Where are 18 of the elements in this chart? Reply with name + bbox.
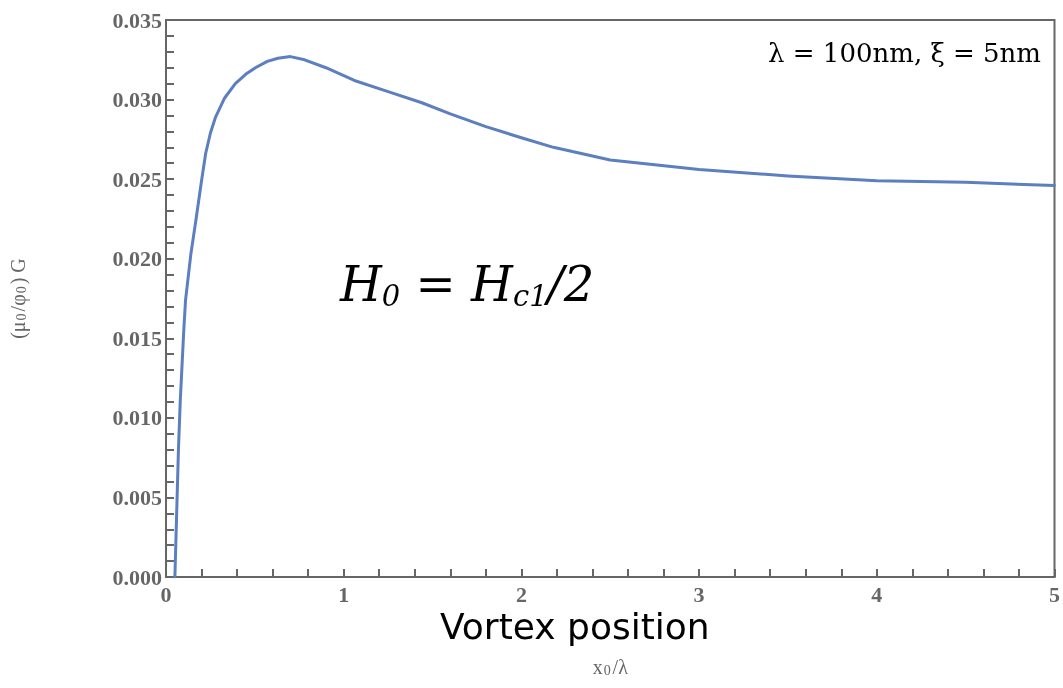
y-tick-label: 0.010 [112,405,162,431]
y-tick-label: 0.000 [112,564,162,590]
y-tick-label: 0.015 [112,325,162,351]
x-tick-label: 2 [515,581,527,607]
y-tick-label: 0.030 [112,87,162,113]
annotation: λ = 100nm, ξ = 5nm [768,38,1042,68]
x-tick-label: 0 [160,581,172,607]
y-axis-title: (μ0/φ0) G [7,258,30,339]
y-tick-label: 0.020 [112,246,162,272]
x-tick-label: 4 [871,581,883,607]
x-tick-label: 1 [338,581,350,607]
y-tick-label: 0.025 [112,166,162,192]
y-tick-label: 0.005 [112,484,162,510]
x-tick-label: 3 [693,581,705,607]
x-tick-label: 5 [1049,581,1060,607]
x-axis-title: x0/λ [592,656,629,678]
y-tick-label: 0.035 [112,7,162,33]
text: Vortex position [440,605,710,647]
